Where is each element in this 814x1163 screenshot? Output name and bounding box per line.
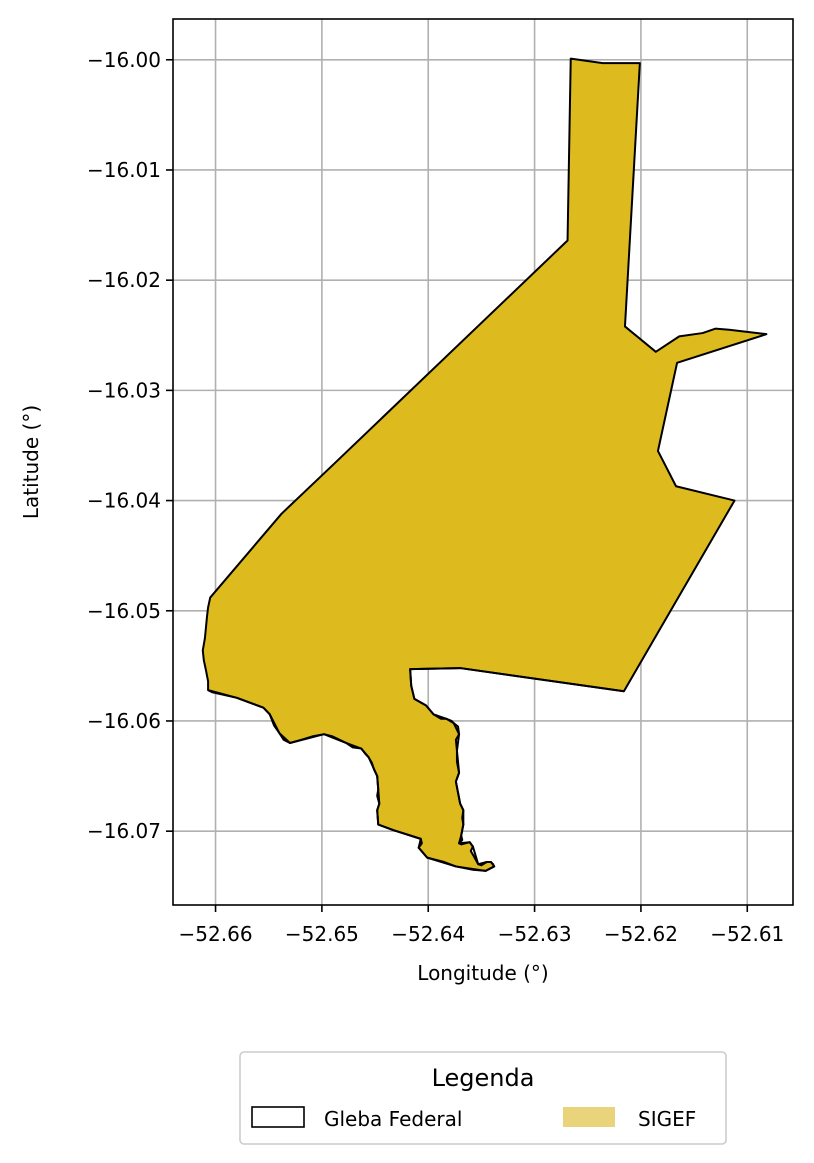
x-tick-label: −52.62 <box>604 922 678 946</box>
y-tick-label: −16.03 <box>87 378 161 402</box>
y-tick-label: −16.05 <box>87 599 161 623</box>
y-tick-label: −16.02 <box>87 268 161 292</box>
x-tick-label: −52.63 <box>498 922 572 946</box>
sigef-polygon <box>201 57 768 872</box>
x-axis-label: Longitude (°) <box>417 961 548 985</box>
x-tick-label: −52.66 <box>179 922 253 946</box>
x-tick-label: −52.65 <box>285 922 359 946</box>
gleba-federal-boundary <box>207 667 625 872</box>
legend-title: Legenda <box>432 1064 535 1092</box>
legend-swatch-sigef <box>563 1107 615 1127</box>
y-tick-label: −16.06 <box>87 709 161 733</box>
x-tick-label: −52.61 <box>710 922 784 946</box>
y-tick-label: −16.00 <box>87 48 161 72</box>
map-data <box>201 57 768 872</box>
y-tick-label: −16.04 <box>87 489 161 513</box>
y-axis-label: Latitude (°) <box>19 405 43 519</box>
axis-ticks: −52.66 −52.65 −52.64 −52.63 −52.62 −52.61 −16.… <box>87 48 784 946</box>
x-tick-label: −52.64 <box>391 922 465 946</box>
legend-label-sigef: SIGEF <box>638 1107 696 1131</box>
plot-frame <box>172 18 794 906</box>
legend-label-gleba-federal: Gleba Federal <box>324 1107 462 1131</box>
y-tick-label: −16.01 <box>87 158 161 182</box>
legend-swatch-gleba-federal <box>251 1106 305 1128</box>
legend: Legenda Gleba Federal SIGEF <box>239 1051 727 1145</box>
y-tick-label: −16.07 <box>87 819 161 843</box>
